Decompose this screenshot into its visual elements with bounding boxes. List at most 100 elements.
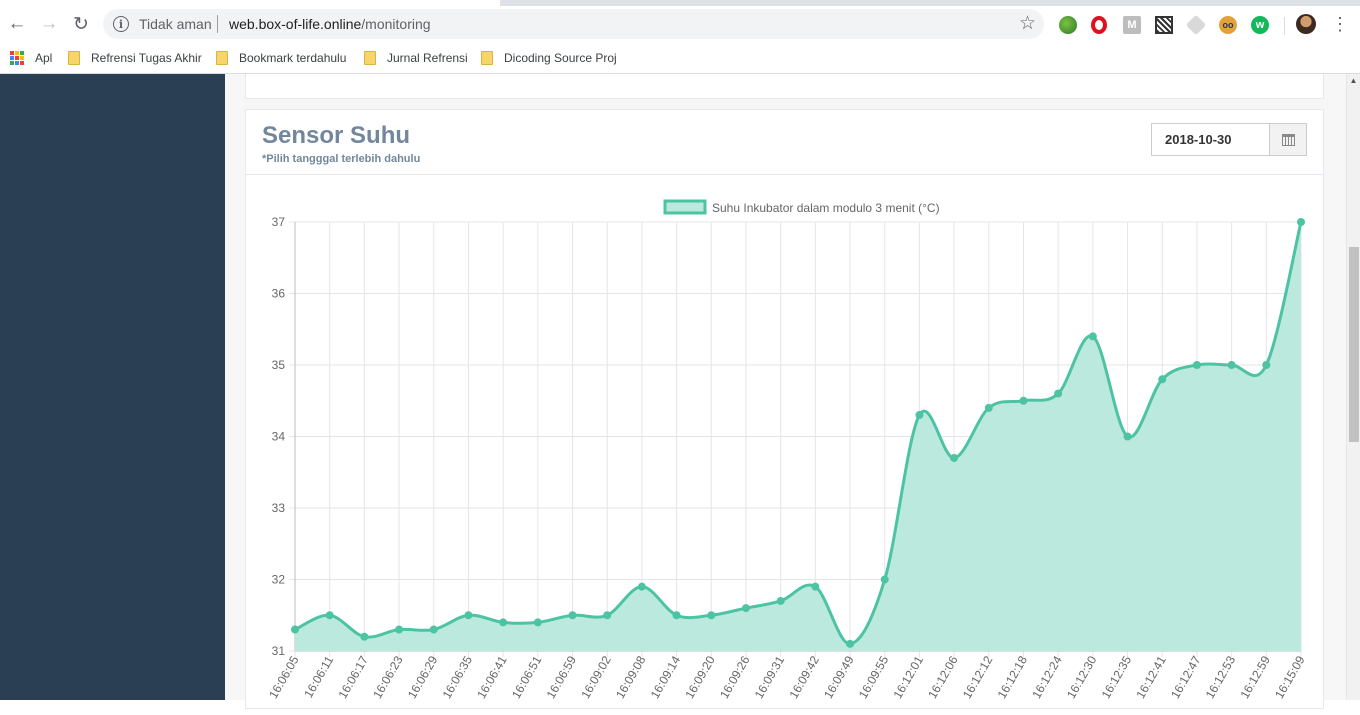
calendar-button[interactable] — [1269, 124, 1306, 155]
y-tick-label: 35 — [272, 358, 286, 372]
browser-toolbar: ← → ↻ i Tidak aman web.box-of-life.onlin… — [0, 6, 1360, 42]
x-tick-label: 16:12:18 — [995, 653, 1031, 701]
data-point — [429, 625, 438, 634]
folder-icon — [364, 51, 376, 65]
x-tick-label: 16:12:35 — [1099, 653, 1135, 701]
data-point — [880, 575, 889, 584]
data-point — [915, 411, 924, 420]
scrollbar[interactable]: ▲ — [1346, 74, 1360, 700]
x-tick-label: 16:09:26 — [717, 653, 753, 701]
data-point — [1158, 375, 1167, 384]
x-tick-label: 16:09:14 — [648, 653, 684, 701]
green-circle-icon[interactable]: w — [1251, 16, 1269, 34]
data-point — [1262, 361, 1271, 369]
panel-divider — [246, 174, 1323, 175]
sidebar — [0, 74, 225, 700]
globe-icon[interactable] — [1059, 16, 1077, 34]
x-tick-label: 16:06:05 — [266, 653, 302, 701]
sensor-panel: Sensor Suhu *Pilih tangggal terlebih dah… — [245, 109, 1324, 709]
date-input[interactable] — [1152, 124, 1269, 155]
panel-subtitle: *Pilih tangggal terlebih dahulu — [262, 153, 421, 165]
y-tick-label: 34 — [272, 430, 286, 444]
cube-icon[interactable] — [1185, 14, 1207, 36]
x-tick-label: 16:06:17 — [335, 653, 371, 701]
data-point — [950, 453, 959, 462]
data-point — [568, 611, 577, 620]
info-icon[interactable]: i — [113, 16, 129, 32]
x-tick-label: 16:12:24 — [1029, 653, 1065, 701]
data-point — [464, 611, 473, 620]
bookmark-star-icon[interactable]: ☆ — [1018, 13, 1036, 34]
scroll-thumb[interactable] — [1349, 247, 1359, 442]
x-tick-label: 16:12:06 — [925, 653, 961, 701]
data-point — [846, 639, 855, 648]
data-point — [1123, 432, 1132, 441]
y-tick-label: 31 — [272, 644, 286, 658]
bookmark-folder[interactable]: Refrensi Tugas Akhir — [68, 49, 202, 67]
x-tick-label: 16:09:02 — [578, 653, 614, 701]
opera-icon[interactable] — [1091, 16, 1107, 34]
bookmark-label: Bookmark terdahulu — [239, 51, 347, 65]
y-tick-label: 36 — [272, 287, 286, 301]
forward-icon[interactable]: → — [39, 13, 59, 34]
bookmark-folder[interactable]: Jurnal Refrensi — [364, 49, 468, 67]
data-point — [776, 596, 785, 605]
data-point — [707, 611, 716, 620]
calendar-icon — [1281, 133, 1295, 146]
security-label[interactable]: Tidak aman — [139, 16, 212, 32]
previous-panel — [245, 74, 1324, 99]
folder-icon — [481, 51, 493, 65]
data-point — [395, 625, 404, 634]
data-point — [603, 611, 612, 620]
x-tick-label: 16:06:59 — [544, 653, 580, 701]
url-domain: web.box-of-life.online — [229, 16, 362, 32]
series-area — [295, 222, 1301, 651]
x-tick-label: 16:06:11 — [301, 653, 336, 700]
owl-icon[interactable]: oo — [1219, 16, 1237, 34]
x-tick-label: 16:12:01 — [891, 653, 927, 701]
series-line — [294, 221, 1303, 646]
legend-swatch — [663, 199, 707, 215]
date-picker — [1151, 123, 1307, 156]
address-bar[interactable]: i Tidak aman web.box-of-life.online/moni… — [103, 9, 1044, 39]
bookmark-folder[interactable]: Bookmark terdahulu — [216, 49, 346, 67]
x-tick-label: 16:09:42 — [786, 653, 822, 701]
x-tick-label: 16:12:53 — [1203, 653, 1239, 701]
data-point — [325, 611, 334, 620]
profile-avatar[interactable] — [1296, 14, 1316, 34]
toolbar-separator — [1284, 17, 1285, 35]
bookmark-folder[interactable]: Dicoding Source Proj — [481, 49, 616, 67]
scroll-up-icon[interactable]: ▲ — [1349, 76, 1358, 85]
bookmark-label: Dicoding Source Proj — [504, 51, 616, 65]
data-point — [1019, 396, 1028, 405]
x-tick-label: 16:09:31 — [752, 653, 788, 701]
data-point — [499, 618, 508, 627]
x-tick-label: 16:09:49 — [821, 653, 857, 701]
reload-icon[interactable]: ↻ — [73, 13, 89, 35]
x-tick-label: 16:09:08 — [613, 653, 649, 701]
x-tick-label: 16:06:41 — [474, 653, 510, 701]
url-path: /monitoring — [361, 16, 431, 32]
x-tick-label: 16:12:41 — [1133, 653, 1169, 701]
x-tick-label: 16:06:29 — [405, 653, 441, 701]
mail-icon[interactable]: M — [1123, 16, 1141, 34]
x-tick-label: 16:06:51 — [509, 653, 545, 701]
y-tick-label: 37 — [272, 215, 286, 229]
apps-icon — [10, 51, 24, 65]
back-icon[interactable]: ← — [7, 13, 27, 34]
data-point — [360, 632, 369, 641]
data-point — [672, 611, 681, 620]
x-tick-label: 16:06:23 — [370, 653, 406, 701]
x-tick-label: 16:12:59 — [1237, 653, 1273, 701]
x-tick-label: 16:06:35 — [440, 653, 476, 701]
kebab-menu-icon[interactable]: ⋮ — [1331, 14, 1349, 34]
bookmark-apps[interactable]: Apl — [10, 49, 52, 67]
qr-icon[interactable] — [1155, 16, 1173, 34]
data-point — [1297, 218, 1305, 226]
data-point — [291, 625, 299, 634]
chart-container: 31 32 33 34 35 36 37 16:06:05 16:06:11 16:06:17 16… — [246, 175, 1323, 710]
url-text[interactable]: web.box-of-life.online/monitoring — [229, 16, 431, 32]
active-tab[interactable] — [0, 0, 500, 6]
tab-strip — [0, 0, 1360, 6]
